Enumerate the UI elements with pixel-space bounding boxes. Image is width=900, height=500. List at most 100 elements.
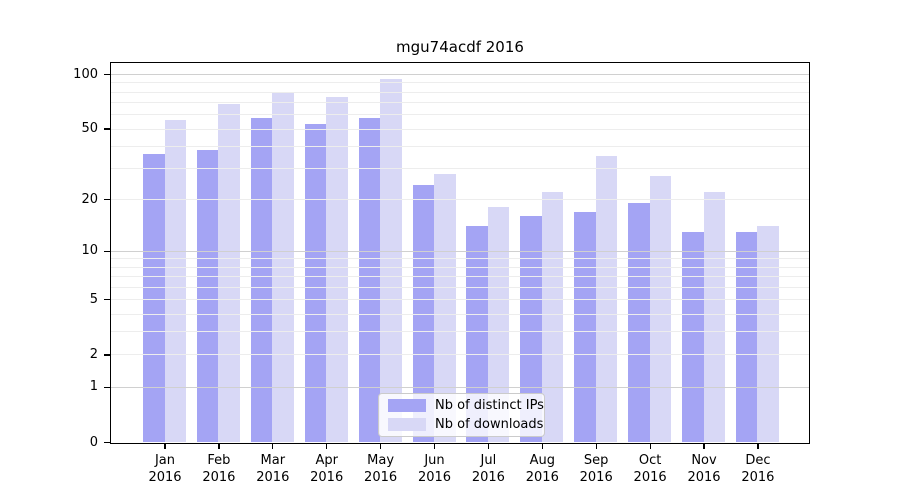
bar-downloads-oct (649, 176, 672, 442)
x-tick-year-apr: 2016 (310, 470, 344, 485)
y-tick-label-20: 20 (81, 191, 98, 207)
x-tick-apr (326, 444, 328, 449)
plot-area (110, 62, 810, 444)
y-tick-0 (104, 441, 110, 444)
gridline-major-10 (111, 250, 809, 252)
x-tick-month-may: May (367, 453, 395, 468)
x-tick-year-jan: 2016 (148, 470, 182, 485)
bar-downloads-sep (595, 156, 618, 442)
x-tick-nov (703, 444, 705, 449)
x-tick-year-jul: 2016 (471, 470, 505, 485)
x-tick-label-oct: Oct 2016 (622, 452, 678, 486)
gridline-minor-60 (111, 114, 809, 116)
bar-distinct-ips-jul (466, 226, 488, 442)
y-tick-label-0: 0 (89, 434, 98, 450)
bar-downloads-nov (703, 192, 725, 442)
x-tick-label-dec: Dec 2016 (730, 452, 786, 486)
x-tick-sep (595, 444, 597, 449)
y-tick-label-2: 2 (89, 346, 98, 362)
y-tick-20 (104, 199, 110, 201)
gridline-minor-8 (111, 266, 809, 268)
gridline-minor-7 (111, 276, 809, 278)
gridline-minor-3 (111, 331, 809, 333)
x-tick-month-jul: Jul (480, 453, 497, 468)
bar-downloads-feb (218, 104, 240, 442)
x-tick-label-mar: Mar 2016 (245, 452, 301, 486)
legend-swatch-1 (388, 418, 426, 431)
x-tick-label-jul: Jul 2016 (460, 452, 516, 486)
x-tick-year-aug: 2016 (525, 470, 559, 485)
bar-distinct-ips-aug (520, 216, 542, 442)
bar-distinct-ips-mar (250, 118, 273, 442)
bar-downloads-jul (487, 207, 510, 442)
x-tick-label-nov: Nov 2016 (676, 452, 732, 486)
x-tick-dec (757, 444, 759, 449)
bar-distinct-ips-dec (735, 231, 758, 442)
x-tick-jun (433, 444, 436, 449)
x-tick-oct (649, 444, 651, 449)
legend-row-1: Nb of downloads (388, 415, 544, 434)
legend-row-0: Nb of distinct IPs (388, 396, 544, 415)
legend-label-1: Nb of downloads (435, 417, 544, 432)
x-tick-month-mar: Mar (260, 453, 286, 468)
x-tick-month-apr: Apr (315, 453, 338, 468)
y-tick-100 (104, 73, 110, 76)
bar-distinct-ips-may (358, 118, 381, 442)
bar-downloads-dec (757, 226, 779, 442)
bar-distinct-ips-jan (143, 154, 165, 442)
bar-distinct-ips-feb (196, 149, 219, 442)
bar-distinct-ips-oct (628, 203, 650, 442)
gridline-minor-5 (111, 299, 809, 301)
gridline-major-100 (111, 74, 809, 76)
x-tick-year-oct: 2016 (633, 470, 667, 485)
bar-downloads-aug (541, 192, 564, 442)
legend-label-0: Nb of distinct IPs (435, 398, 544, 413)
x-tick-year-may: 2016 (364, 470, 398, 485)
bar-downloads-mar (272, 91, 294, 442)
x-tick-jan (164, 444, 166, 449)
x-tick-month-nov: Nov (691, 453, 717, 468)
bar-downloads-may (380, 78, 402, 442)
gridline-minor-50 (111, 128, 809, 130)
x-tick-month-dec: Dec (745, 453, 771, 468)
bar-distinct-ips-sep (574, 211, 596, 442)
x-tick-month-jan: Jan (154, 453, 176, 468)
y-tick-10 (104, 250, 110, 252)
x-tick-month-jun: Jun (424, 453, 445, 468)
bar-distinct-ips-apr (304, 123, 327, 442)
gridline-minor-2 (111, 354, 809, 356)
y-tick-label-10: 10 (81, 243, 98, 259)
gridline-minor-90 (111, 82, 809, 84)
chart-title: mgu74acdf 2016 (396, 38, 524, 56)
y-tick-50 (104, 128, 110, 130)
bar-downloads-apr (326, 96, 348, 442)
x-tick-month-oct: Oct (638, 453, 662, 468)
x-tick-label-jan: Jan 2016 (137, 452, 193, 486)
x-tick-may (380, 444, 382, 449)
y-tick-label-1: 1 (89, 379, 98, 395)
gridline-minor-70 (111, 102, 809, 104)
y-tick-1 (104, 386, 110, 388)
x-tick-label-jun: Jun 2016 (407, 452, 463, 486)
bar-distinct-ips-nov (682, 231, 704, 442)
x-tick-jul (487, 444, 490, 449)
y-tick-label-5: 5 (89, 291, 98, 307)
x-tick-year-sep: 2016 (579, 470, 613, 485)
bar-downloads-jun (434, 173, 456, 442)
y-tick-2 (104, 354, 110, 356)
y-tick-label-50: 50 (81, 121, 98, 137)
gridline-minor-9 (111, 258, 809, 260)
x-tick-month-feb: Feb (207, 453, 231, 468)
x-tick-aug (541, 444, 543, 449)
y-tick-5 (104, 299, 110, 301)
x-tick-month-aug: Aug (529, 453, 555, 468)
x-tick-feb (218, 444, 220, 449)
gridline-minor-6 (111, 286, 809, 288)
gridline-minor-80 (111, 91, 809, 93)
legend: Nb of distinct IPs Nb of downloads (378, 393, 545, 437)
gridline-minor-30 (111, 168, 809, 170)
legend-swatch-0 (388, 399, 426, 412)
x-tick-label-feb: Feb 2016 (191, 452, 247, 486)
x-tick-year-mar: 2016 (256, 470, 290, 485)
